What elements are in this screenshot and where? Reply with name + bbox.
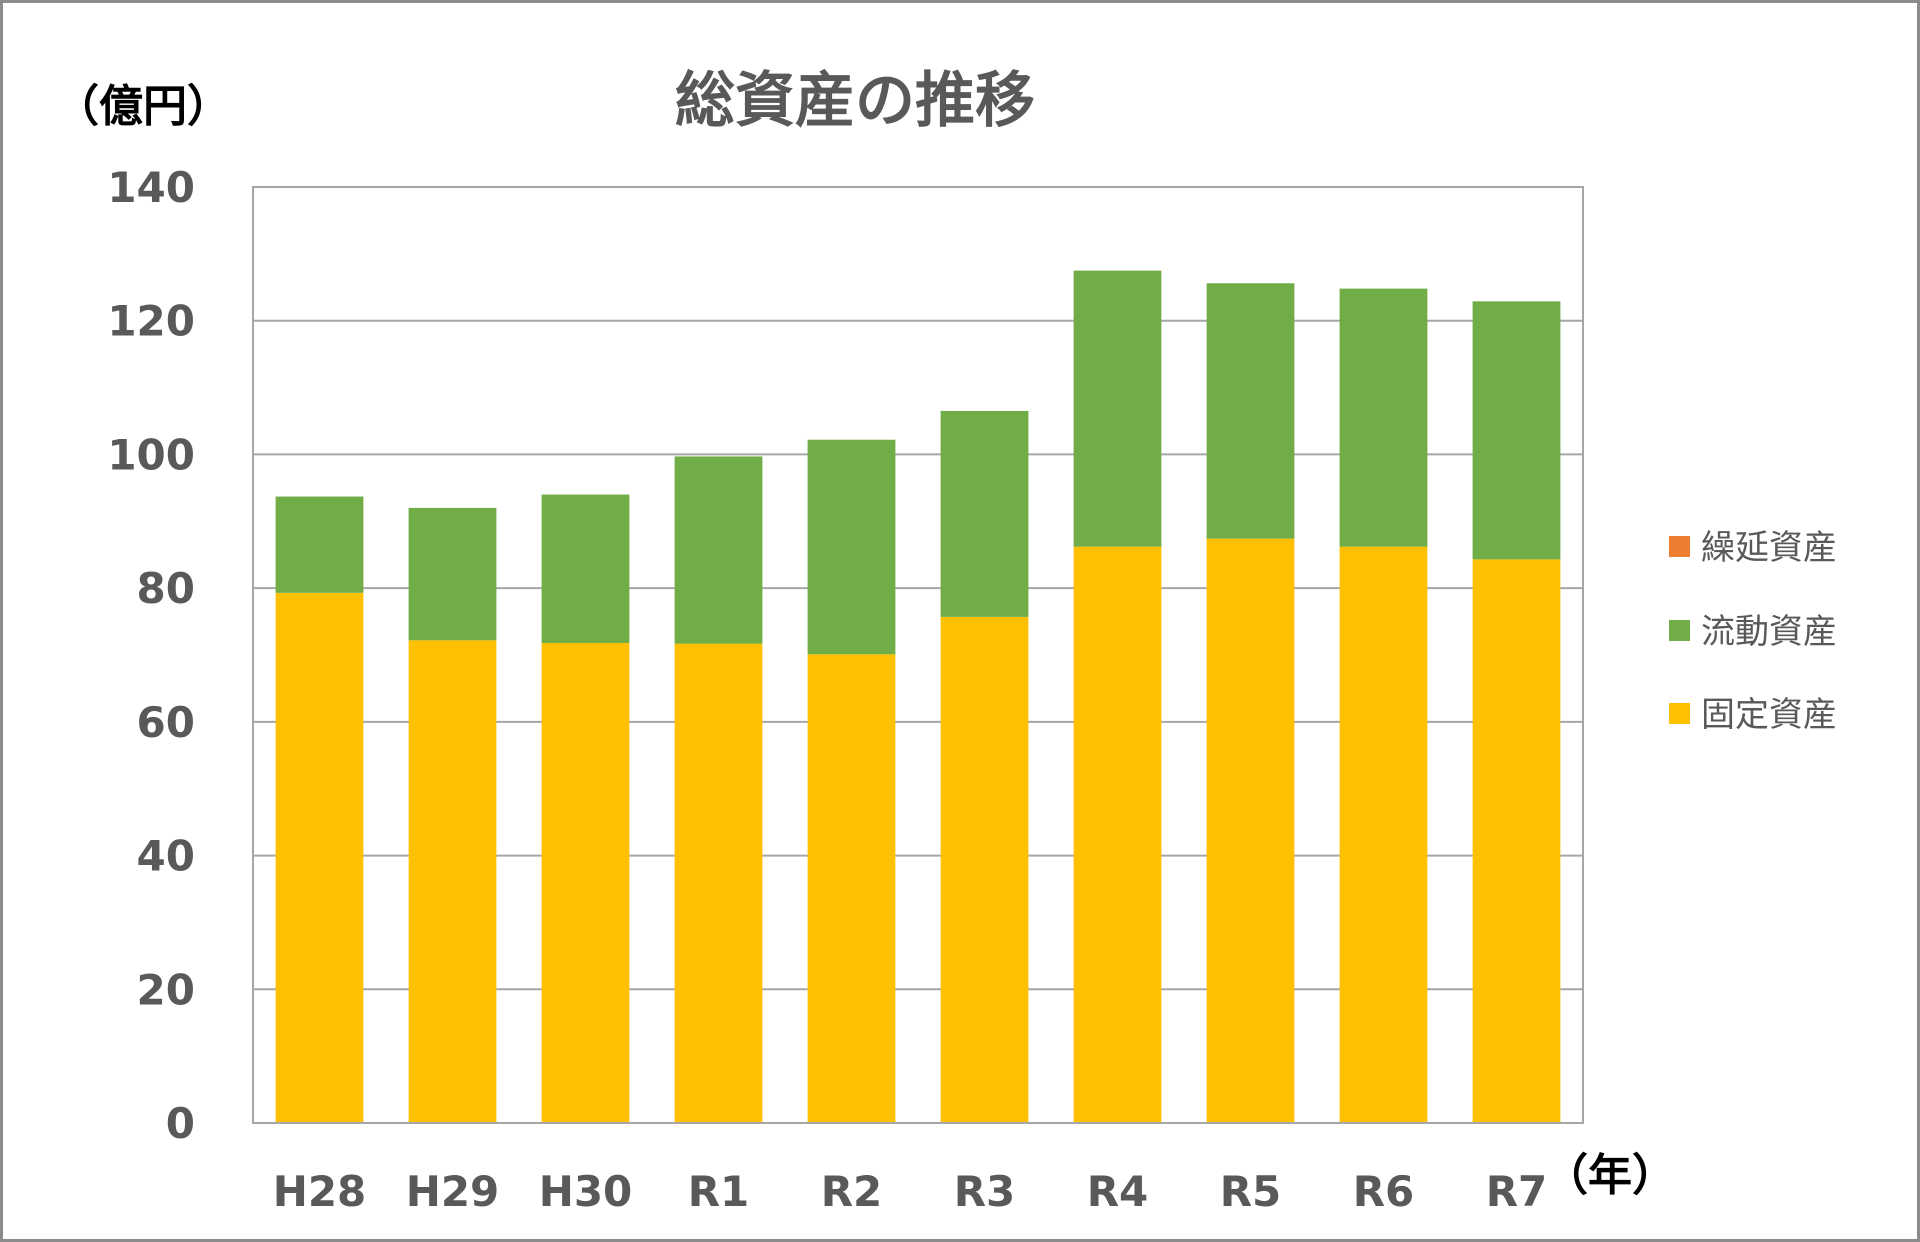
bar-segment (1073, 270, 1162, 547)
legend-swatch (1669, 620, 1690, 641)
legend-swatch (1669, 703, 1690, 724)
y-tick-label: 20 (137, 965, 195, 1014)
y-axis-unit-label: （億円） (55, 81, 231, 132)
legend-swatch (1669, 536, 1690, 557)
bars (275, 270, 1561, 1123)
axes: 0 20 40 60 80 100 120 140 H28 H29 H30 R1 R2 R3 R4 R5 R6 R… (107, 163, 1584, 1216)
x-axis-unit-label: （年） (1544, 1150, 1676, 1201)
x-tick-label: H29 (406, 1167, 500, 1216)
bar-segment (275, 592, 364, 1123)
bar-segment (408, 640, 497, 1123)
bar-segment (807, 439, 896, 655)
y-tick-label: 120 (107, 297, 195, 346)
bar-segment (1206, 283, 1295, 539)
bar-segment (1472, 559, 1561, 1123)
y-tick-label: 140 (107, 163, 195, 212)
bar-segment (940, 410, 1029, 617)
x-tick-label: H28 (273, 1167, 367, 1216)
y-tick-label: 80 (137, 564, 195, 613)
y-tick-label: 100 (107, 430, 195, 479)
bar-segment (674, 456, 763, 644)
bar-segment (1206, 538, 1295, 1123)
bar-segment (1073, 546, 1162, 1123)
bar-segment (807, 654, 896, 1123)
x-tick-label: H30 (539, 1167, 633, 1216)
bar-segment (541, 642, 630, 1123)
x-tick-label: R7 (1486, 1167, 1548, 1216)
y-tick-label: 0 (166, 1099, 195, 1148)
legend-label: 繰延資産 (1701, 528, 1837, 568)
y-tick-label: 60 (137, 698, 195, 747)
x-tick-label: R4 (1087, 1167, 1149, 1216)
bar-segment (1339, 546, 1428, 1123)
bar-segment (674, 643, 763, 1123)
legend-label: 流動資産 (1701, 612, 1837, 652)
chart-canvas: 総資産の推移 （億円） （年） 0 20 40 60 80 100 120 140 H28 H29… (55, 66, 1837, 1216)
x-tick-label: R5 (1220, 1167, 1282, 1216)
x-tick-label: R2 (821, 1167, 883, 1216)
bar-segment (541, 494, 630, 643)
x-tick-label: R6 (1353, 1167, 1415, 1216)
bar-segment (1339, 288, 1428, 547)
bar-segment (940, 616, 1029, 1123)
bar-segment (275, 496, 364, 593)
x-tick-label: R1 (688, 1167, 750, 1216)
chart-title: 総資産の推移 (675, 66, 1035, 136)
x-tick-label: R3 (954, 1167, 1016, 1216)
legend-label: 固定資産 (1701, 695, 1837, 735)
bar-segment (408, 507, 497, 641)
bar-segment (1472, 301, 1561, 560)
y-tick-label: 40 (137, 832, 195, 881)
